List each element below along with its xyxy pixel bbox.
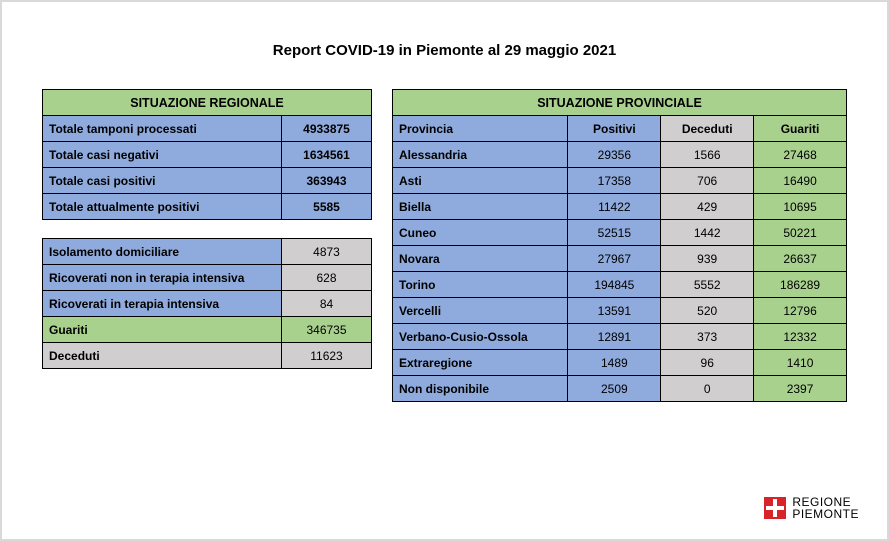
prov-guariti: 12332 [754, 324, 847, 350]
prov-guariti: 16490 [754, 168, 847, 194]
prov-guariti: 186289 [754, 272, 847, 298]
table-row: Asti1735870616490 [393, 168, 847, 194]
row-label: Totale tamponi processati [43, 116, 282, 142]
row-label: Ricoverati in terapia intensiva [43, 291, 282, 317]
prov-positivi: 194845 [568, 272, 661, 298]
row-value: 5585 [282, 194, 372, 220]
row-label: Totale casi positivi [43, 168, 282, 194]
table-row: Totale casi negativi 1634561 [43, 142, 372, 168]
table-row: Cuneo52515144250221 [393, 220, 847, 246]
prov-deceduti: 1566 [661, 142, 754, 168]
regional-breakdown-table: Isolamento domiciliare 4873 Ricoverati n… [42, 238, 372, 369]
table-row: Totale attualmente positivi 5585 [43, 194, 372, 220]
table-row: Ricoverati in terapia intensiva 84 [43, 291, 372, 317]
table-row: Ricoverati non in terapia intensiva 628 [43, 265, 372, 291]
col-header: Guariti [754, 116, 847, 142]
prov-positivi: 29356 [568, 142, 661, 168]
content-area: SITUAZIONE REGIONALE Totale tamponi proc… [32, 89, 857, 402]
logo-cross-icon [764, 497, 786, 519]
table-row: Alessandria29356156627468 [393, 142, 847, 168]
prov-deceduti: 373 [661, 324, 754, 350]
table-row: Verbano-Cusio-Ossola1289137312332 [393, 324, 847, 350]
table-row: Torino1948455552186289 [393, 272, 847, 298]
table-row: Vercelli1359152012796 [393, 298, 847, 324]
prov-deceduti: 706 [661, 168, 754, 194]
prov-guariti: 10695 [754, 194, 847, 220]
prov-guariti: 26637 [754, 246, 847, 272]
row-value: 11623 [282, 343, 372, 369]
provincial-header: SITUAZIONE PROVINCIALE [393, 90, 847, 116]
row-value: 4873 [282, 239, 372, 265]
table-row: Biella1142242910695 [393, 194, 847, 220]
prov-positivi: 13591 [568, 298, 661, 324]
prov-positivi: 12891 [568, 324, 661, 350]
row-label: Ricoverati non in terapia intensiva [43, 265, 282, 291]
row-label: Totale casi negativi [43, 142, 282, 168]
table-row: Guariti 346735 [43, 317, 372, 343]
report-page: Report COVID-19 in Piemonte al 29 maggio… [0, 0, 889, 541]
regional-summary-table: SITUAZIONE REGIONALE Totale tamponi proc… [42, 89, 372, 220]
prov-deceduti: 5552 [661, 272, 754, 298]
prov-positivi: 27967 [568, 246, 661, 272]
table-row: Totale casi positivi 363943 [43, 168, 372, 194]
provincial-table: SITUAZIONE PROVINCIALE Provincia Positiv… [392, 89, 847, 402]
col-header: Deceduti [661, 116, 754, 142]
prov-guariti: 12796 [754, 298, 847, 324]
prov-positivi: 1489 [568, 350, 661, 376]
row-label: Guariti [43, 317, 282, 343]
prov-guariti: 27468 [754, 142, 847, 168]
table-header-row: Provincia Positivi Deceduti Guariti [393, 116, 847, 142]
table-row: Extraregione1489961410 [393, 350, 847, 376]
prov-deceduti: 520 [661, 298, 754, 324]
row-value: 346735 [282, 317, 372, 343]
prov-positivi: 11422 [568, 194, 661, 220]
prov-positivi: 52515 [568, 220, 661, 246]
row-value: 4933875 [282, 116, 372, 142]
row-value: 628 [282, 265, 372, 291]
prov-guariti: 2397 [754, 376, 847, 402]
prov-deceduti: 1442 [661, 220, 754, 246]
prov-name: Biella [393, 194, 568, 220]
prov-name: Non disponibile [393, 376, 568, 402]
regional-column: SITUAZIONE REGIONALE Totale tamponi proc… [42, 89, 372, 369]
prov-name: Alessandria [393, 142, 568, 168]
prov-deceduti: 939 [661, 246, 754, 272]
logo-line2: PIEMONTE [792, 508, 859, 521]
row-value: 84 [282, 291, 372, 317]
row-label: Isolamento domiciliare [43, 239, 282, 265]
prov-guariti: 50221 [754, 220, 847, 246]
prov-deceduti: 429 [661, 194, 754, 220]
prov-name: Vercelli [393, 298, 568, 324]
table-row: Novara2796793926637 [393, 246, 847, 272]
prov-deceduti: 96 [661, 350, 754, 376]
spacer [42, 220, 372, 238]
logo-text: REGIONE PIEMONTE [792, 496, 859, 521]
prov-name: Cuneo [393, 220, 568, 246]
table-row: Non disponibile250902397 [393, 376, 847, 402]
row-value: 363943 [282, 168, 372, 194]
prov-name: Novara [393, 246, 568, 272]
prov-deceduti: 0 [661, 376, 754, 402]
prov-name: Verbano-Cusio-Ossola [393, 324, 568, 350]
page-title: Report COVID-19 in Piemonte al 29 maggio… [32, 42, 857, 59]
provincial-column: SITUAZIONE PROVINCIALE Provincia Positiv… [392, 89, 847, 402]
table-row: Deceduti 11623 [43, 343, 372, 369]
prov-name: Asti [393, 168, 568, 194]
col-header: Positivi [568, 116, 661, 142]
table-row: Isolamento domiciliare 4873 [43, 239, 372, 265]
regione-piemonte-logo: REGIONE PIEMONTE [764, 496, 859, 521]
row-label: Totale attualmente positivi [43, 194, 282, 220]
col-header: Provincia [393, 116, 568, 142]
table-row: Totale tamponi processati 4933875 [43, 116, 372, 142]
row-value: 1634561 [282, 142, 372, 168]
prov-positivi: 17358 [568, 168, 661, 194]
regional-header: SITUAZIONE REGIONALE [43, 90, 372, 116]
prov-name: Extraregione [393, 350, 568, 376]
prov-guariti: 1410 [754, 350, 847, 376]
prov-name: Torino [393, 272, 568, 298]
prov-positivi: 2509 [568, 376, 661, 402]
row-label: Deceduti [43, 343, 282, 369]
